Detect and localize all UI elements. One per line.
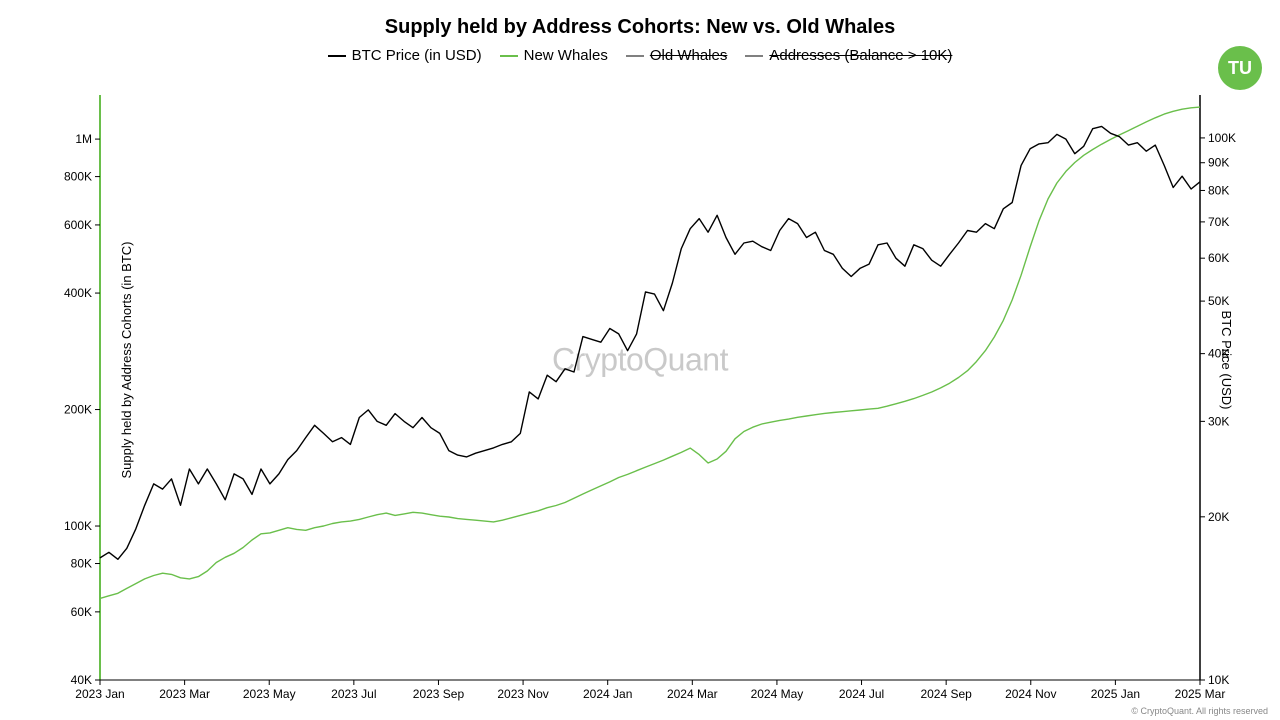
svg-text:30K: 30K bbox=[1208, 414, 1229, 428]
svg-text:50K: 50K bbox=[1208, 294, 1229, 308]
copyright-text: © CryptoQuant. All rights reserved bbox=[1131, 706, 1268, 716]
legend-item-new-whales[interactable]: New Whales bbox=[500, 47, 608, 64]
svg-text:80K: 80K bbox=[1208, 183, 1229, 197]
svg-text:20K: 20K bbox=[1208, 510, 1229, 524]
legend-swatch bbox=[626, 55, 644, 57]
watermark: CryptoQuant bbox=[552, 342, 728, 379]
legend-swatch bbox=[328, 55, 346, 57]
svg-text:2023 May: 2023 May bbox=[243, 687, 296, 701]
svg-text:2024 Mar: 2024 Mar bbox=[667, 687, 718, 701]
svg-text:70K: 70K bbox=[1208, 215, 1229, 229]
svg-text:60K: 60K bbox=[71, 605, 92, 619]
svg-text:200K: 200K bbox=[64, 403, 92, 417]
svg-text:90K: 90K bbox=[1208, 156, 1229, 170]
legend-item-btc-price[interactable]: BTC Price (in USD) bbox=[328, 47, 482, 64]
legend-swatch bbox=[500, 55, 518, 57]
svg-text:2023 Jan: 2023 Jan bbox=[75, 687, 124, 701]
svg-text:2024 Jan: 2024 Jan bbox=[583, 687, 632, 701]
legend-label: New Whales bbox=[524, 47, 608, 64]
legend-label: BTC Price (in USD) bbox=[352, 47, 482, 64]
svg-text:40K: 40K bbox=[71, 673, 92, 687]
chart-svg: 40K 60K 80K 100K 200K 400K 600K 800K 1M 10K 20K 30K… bbox=[0, 0, 1280, 720]
svg-text:2023 Sep: 2023 Sep bbox=[413, 687, 465, 701]
svg-text:2024 Sep: 2024 Sep bbox=[920, 687, 972, 701]
svg-text:100K: 100K bbox=[64, 519, 92, 533]
legend: BTC Price (in USD) New Whales Old Whales… bbox=[0, 47, 1280, 64]
chart-title: Supply held by Address Cohorts: New vs. … bbox=[0, 0, 1280, 39]
y-left-axis-label: Supply held by Address Cohorts (in BTC) bbox=[119, 242, 134, 479]
svg-text:2023 Mar: 2023 Mar bbox=[159, 687, 210, 701]
svg-text:10K: 10K bbox=[1208, 673, 1229, 687]
tu-logo: TU bbox=[1218, 46, 1262, 90]
svg-text:2024 May: 2024 May bbox=[751, 687, 804, 701]
svg-text:2024 Jul: 2024 Jul bbox=[839, 687, 884, 701]
legend-swatch bbox=[745, 55, 763, 57]
svg-text:800K: 800K bbox=[64, 170, 92, 184]
svg-text:2025 Jan: 2025 Jan bbox=[1091, 687, 1140, 701]
svg-text:2023 Jul: 2023 Jul bbox=[331, 687, 376, 701]
svg-text:400K: 400K bbox=[64, 286, 92, 300]
legend-item-old-whales[interactable]: Old Whales bbox=[626, 47, 728, 64]
svg-text:2025 Mar: 2025 Mar bbox=[1175, 687, 1226, 701]
legend-item-addresses[interactable]: Addresses (Balance > 10K) bbox=[745, 47, 952, 64]
legend-label: Old Whales bbox=[650, 47, 728, 64]
svg-text:60K: 60K bbox=[1208, 251, 1229, 265]
svg-text:100K: 100K bbox=[1208, 131, 1236, 145]
y-right-axis-label: BTC Price (USD) bbox=[1219, 311, 1234, 410]
svg-text:80K: 80K bbox=[71, 557, 92, 571]
legend-label: Addresses (Balance > 10K) bbox=[769, 47, 952, 64]
svg-text:600K: 600K bbox=[64, 218, 92, 232]
svg-text:1M: 1M bbox=[75, 132, 92, 146]
svg-text:2024 Nov: 2024 Nov bbox=[1005, 687, 1056, 701]
svg-text:2023 Nov: 2023 Nov bbox=[497, 687, 548, 701]
